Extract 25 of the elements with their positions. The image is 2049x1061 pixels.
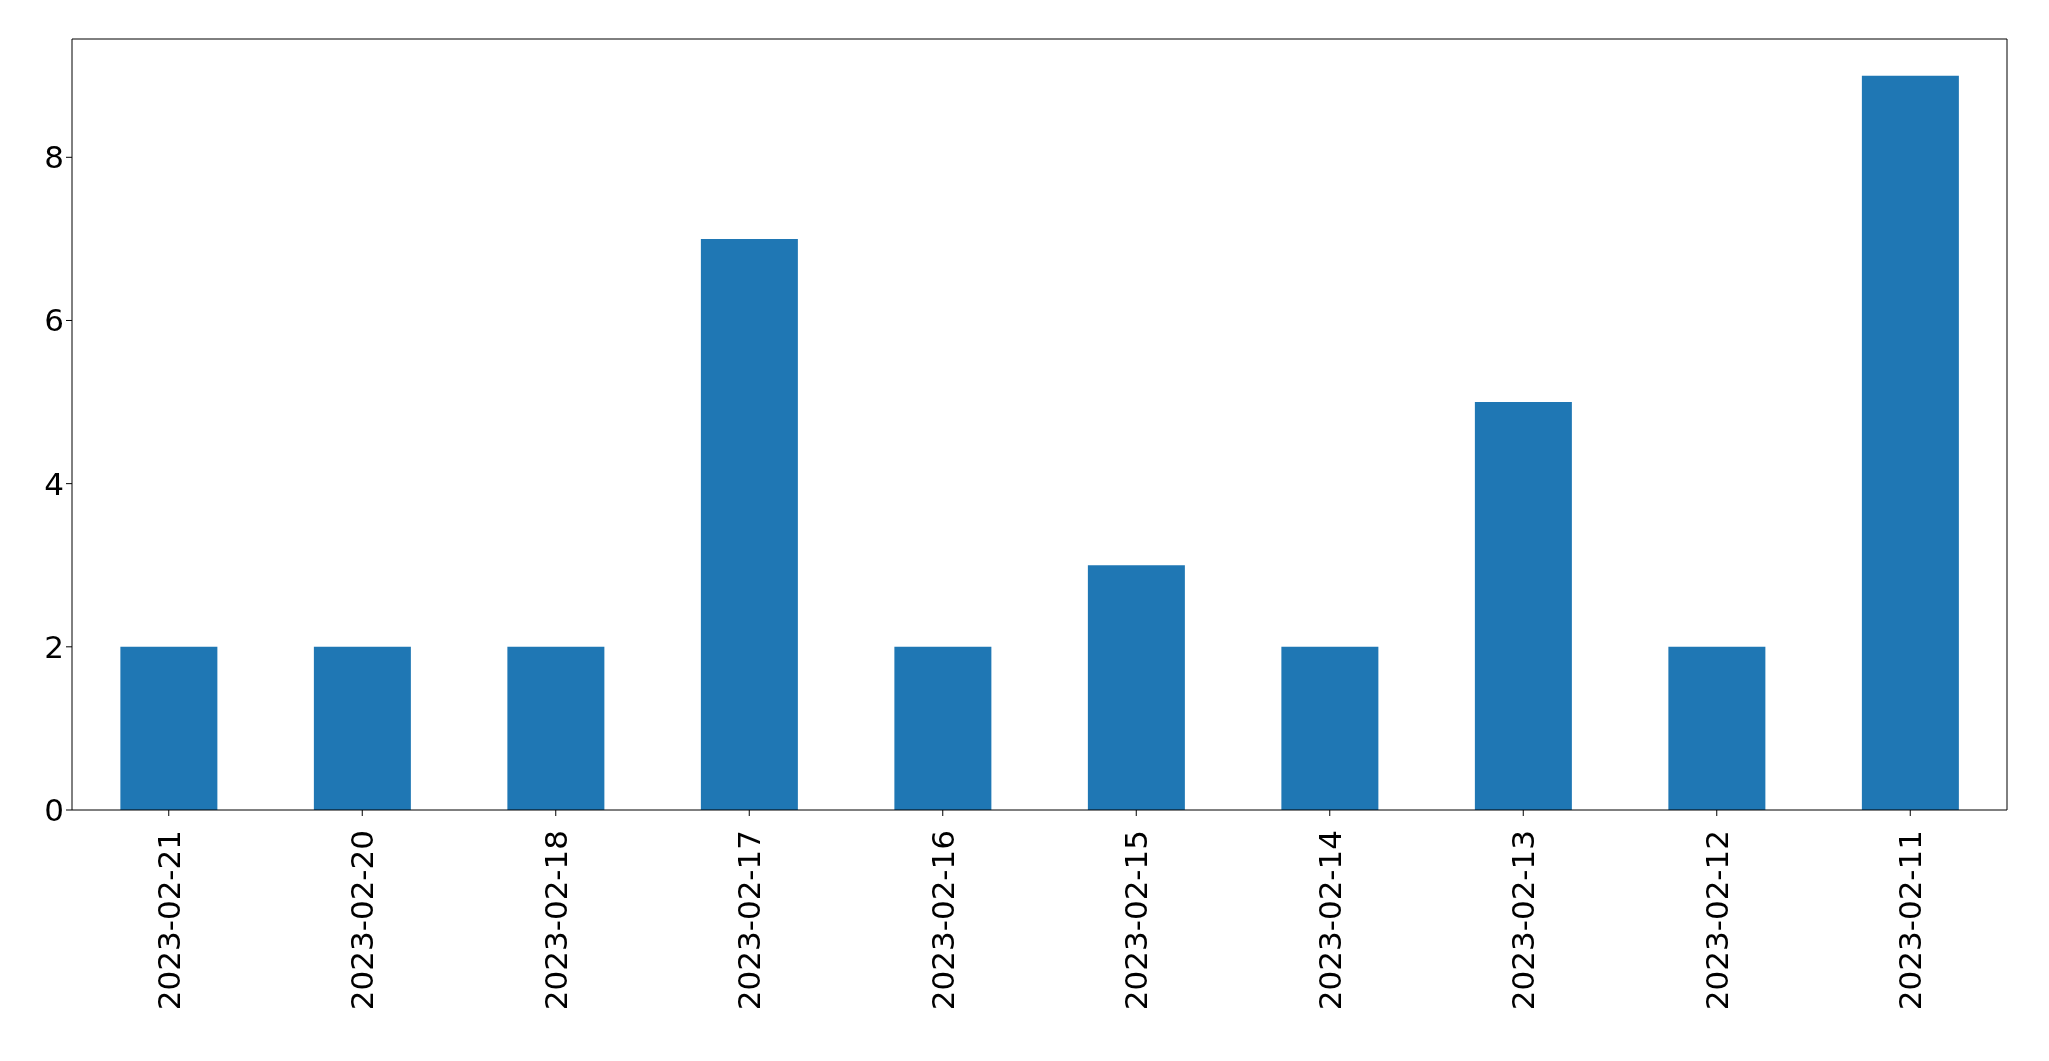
y-tick-label: 8: [44, 139, 64, 176]
x-tick-label: 2023-02-16: [924, 830, 961, 1011]
x-tick-label: 2023-02-14: [1311, 830, 1348, 1011]
x-tick-label: 2023-02-20: [344, 830, 381, 1011]
bar: [1087, 565, 1185, 810]
x-tick-label: 2023-02-21: [150, 830, 187, 1011]
bar: [700, 238, 798, 810]
y-tick-label: 0: [44, 792, 64, 829]
x-tick-label: 2023-02-12: [1698, 830, 1735, 1011]
x-tick-label: 2023-02-17: [731, 830, 768, 1011]
y-tick-label: 6: [44, 302, 64, 339]
bar: [1668, 646, 1766, 810]
x-tick-label: 2023-02-11: [1892, 830, 1929, 1011]
bar: [1861, 75, 1959, 810]
x-tick-label: 2023-02-15: [1118, 830, 1155, 1011]
y-tick-label: 2: [44, 628, 64, 665]
x-tick-label: 2023-02-13: [1505, 830, 1542, 1011]
bar: [507, 646, 605, 810]
bar: [1281, 646, 1379, 810]
bar: [120, 646, 218, 810]
bar: [1474, 402, 1572, 810]
y-tick-label: 4: [44, 465, 64, 502]
x-tick-label: 2023-02-18: [537, 830, 574, 1011]
bar: [313, 646, 411, 810]
bar: [894, 646, 992, 810]
